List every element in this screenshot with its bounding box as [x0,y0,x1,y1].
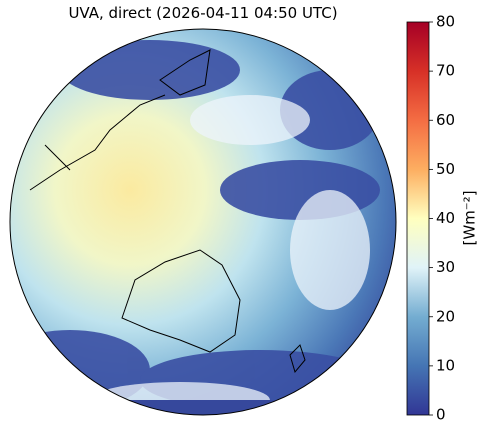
colorbar-tick-label: 60 [436,111,455,129]
colorbar-tick-label: 10 [436,356,455,374]
colorbar-tick-label: 70 [436,62,455,80]
globe-outline [9,28,397,416]
colorbar-tick-label: 40 [436,209,455,227]
title: UVA, direct (2026-04-11 04:50 UTC) [68,4,337,22]
colorbar [406,21,430,416]
colorbar-tick-label: 0 [436,406,446,424]
colorbar-tick-label: 80 [436,13,455,31]
globe [10,29,396,415]
colorbar-label: [Wm⁻²] [461,190,479,245]
colorbar-tick-label: 20 [436,307,455,325]
colorbar-tick-label: 30 [436,258,455,276]
colorbar-tick-label: 50 [436,160,455,178]
